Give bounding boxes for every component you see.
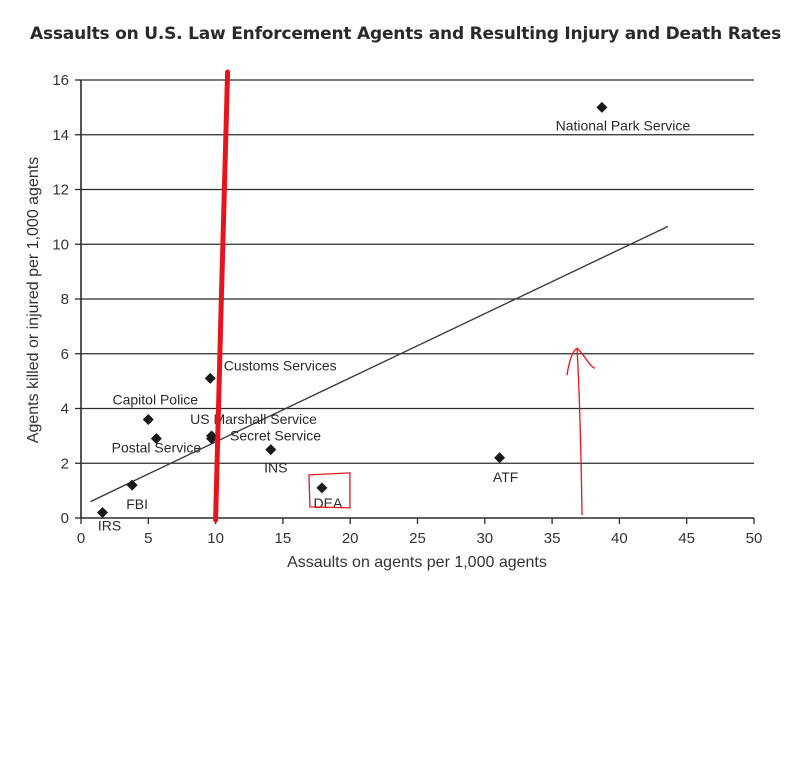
- point-label: IRS: [98, 518, 121, 534]
- data-point: [142, 413, 154, 425]
- point-label: US Marshall Service: [190, 411, 317, 427]
- x-tick-label: 40: [611, 530, 628, 547]
- x-tick-label: 45: [678, 530, 695, 547]
- x-tick-label: 20: [342, 530, 359, 547]
- data-point: [150, 433, 162, 445]
- chart-title: Assaults on U.S. Law Enforcement Agents …: [30, 24, 782, 44]
- y-tick-label: 0: [61, 510, 69, 527]
- x-tick-label: 10: [207, 530, 224, 547]
- x-tick-label: 25: [409, 530, 426, 547]
- x-tick-label: 35: [544, 530, 561, 547]
- x-tick-label: 15: [275, 530, 292, 547]
- red-vertical-line: [213, 69, 231, 523]
- point-label: Secret Service: [230, 428, 321, 444]
- point-label: ATF: [493, 469, 518, 485]
- trend-line: [90, 225, 669, 503]
- data-point: [265, 444, 277, 456]
- x-tick-label: 0: [77, 530, 85, 547]
- data-point: [126, 479, 138, 491]
- point-label: FBI: [126, 496, 148, 512]
- point-label: INS: [264, 460, 287, 476]
- x-tick-label: 50: [746, 530, 763, 547]
- point-label: Capitol Police: [112, 391, 198, 407]
- y-tick-label: 16: [52, 72, 69, 89]
- y-tick-label: 4: [61, 401, 69, 418]
- y-axis-label: Agents killed or injured per 1,000 agent…: [25, 157, 42, 443]
- x-axis-label: Assaults on agents per 1,000 agents: [287, 554, 547, 571]
- data-point: [204, 372, 216, 384]
- data-point: [494, 452, 506, 464]
- y-tick-label: 6: [61, 346, 69, 363]
- red-highlight-box: [308, 472, 351, 509]
- data-point: [206, 433, 218, 445]
- x-tick-label: 5: [144, 530, 152, 547]
- red-arrow-head: [566, 347, 596, 376]
- y-tick-label: 12: [52, 182, 69, 199]
- red-arrow-shaft: [576, 348, 583, 516]
- point-label: Customs Services: [224, 357, 337, 373]
- point-label: National Park Service: [556, 117, 691, 133]
- y-tick-label: 8: [61, 291, 69, 308]
- point-label: Postal Service: [112, 440, 202, 456]
- point-label: DEA: [314, 495, 343, 511]
- data-point: [596, 101, 608, 113]
- data-point: [97, 507, 109, 519]
- y-tick-label: 14: [52, 127, 69, 144]
- y-tick-label: 10: [52, 236, 69, 253]
- x-tick-label: 30: [476, 530, 493, 547]
- data-point: [316, 482, 328, 494]
- y-tick-label: 2: [61, 455, 69, 472]
